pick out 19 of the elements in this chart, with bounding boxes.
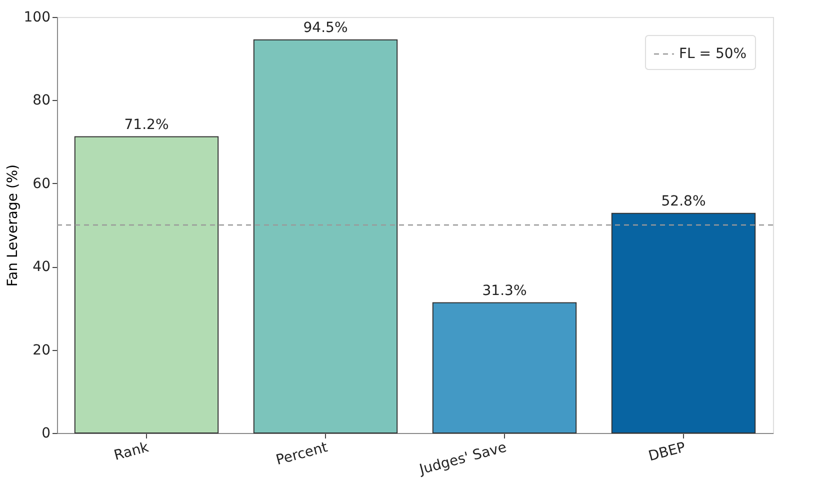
y-tick-label: 80: [32, 92, 50, 109]
data-label: 94.5%: [303, 20, 348, 36]
y-tick-label: 100: [24, 10, 50, 26]
y-axis-title: Fan Leverage (%): [4, 164, 21, 287]
x-tick-label: Percent: [274, 439, 330, 469]
data-label: 52.8%: [661, 193, 706, 210]
data-label: 71.2%: [124, 116, 169, 133]
bar: [432, 302, 577, 434]
y-tick-label: 40: [32, 259, 50, 276]
legend-label: FL = 50%: [679, 46, 747, 62]
data-label: 31.3%: [482, 282, 527, 299]
x-tick-label: DBEP: [646, 440, 688, 465]
x-tick-label: Rank: [112, 439, 152, 464]
y-tick-label: 20: [32, 342, 50, 358]
y-tick-label: 60: [32, 176, 50, 192]
bar: [74, 136, 219, 434]
y-tick-label: 0: [42, 426, 50, 442]
bar: [611, 212, 756, 434]
bar: [253, 39, 398, 434]
